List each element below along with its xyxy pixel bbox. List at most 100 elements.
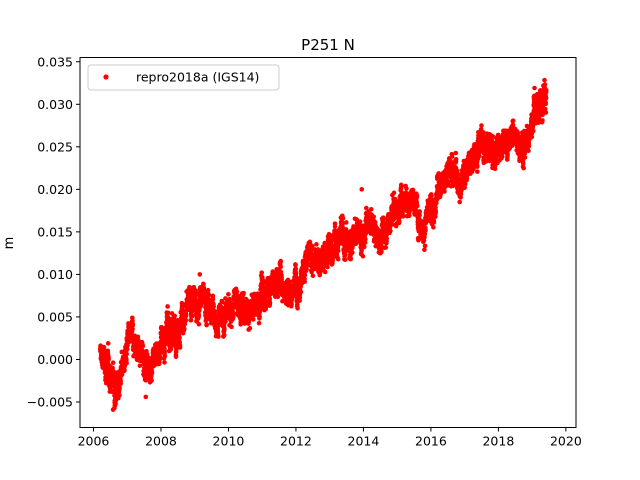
data-point [247, 325, 253, 331]
data-point [431, 220, 437, 225]
data-point [124, 357, 129, 363]
data-point [526, 143, 532, 149]
data-point [531, 128, 536, 134]
data-point [474, 164, 480, 169]
data-point [193, 293, 199, 298]
y-axis-label: m [2, 237, 17, 250]
data-point [404, 186, 409, 191]
y-tick-label: 0.035 [37, 54, 73, 69]
data-point [340, 216, 346, 221]
data-point [168, 346, 174, 352]
data-point [457, 199, 462, 205]
data-point [196, 313, 202, 318]
data-point [431, 224, 436, 230]
data-point [222, 326, 227, 332]
data-point [267, 300, 273, 306]
data-point [162, 360, 167, 365]
data-point [140, 343, 146, 349]
data-point [379, 249, 384, 255]
data-point [173, 354, 179, 360]
data-point [105, 341, 111, 346]
x-tick-label: 2010 [213, 434, 245, 449]
data-point [216, 334, 221, 339]
data-point [543, 110, 549, 115]
x-tick-label: 2020 [550, 434, 582, 449]
data-point [543, 101, 549, 107]
data-point [396, 218, 402, 224]
data-point [204, 322, 209, 327]
data-point [449, 154, 455, 159]
legend-marker [103, 74, 109, 80]
data-point [453, 150, 459, 156]
x-tick-label: 2018 [482, 434, 514, 449]
data-point [149, 378, 154, 383]
data-point [342, 257, 348, 262]
data-point [162, 353, 168, 359]
data-point [212, 309, 218, 314]
data-point [417, 209, 422, 214]
chart-title: P251 N [301, 36, 355, 54]
data-point [348, 256, 353, 262]
data-point [275, 290, 281, 296]
data-point [110, 360, 116, 366]
data-point [231, 311, 237, 317]
data-point [317, 270, 323, 275]
data-point [476, 153, 482, 159]
data-point [258, 307, 264, 313]
data-point [267, 296, 273, 301]
data-point [343, 220, 349, 225]
data-point [117, 393, 122, 398]
data-point [510, 118, 516, 124]
data-point [297, 295, 303, 300]
data-point [315, 247, 321, 252]
data-point [130, 318, 135, 323]
data-point [295, 306, 300, 311]
data-point-outlier [112, 405, 117, 411]
data-point [410, 187, 416, 193]
data-point [453, 156, 459, 162]
data-point [187, 284, 192, 290]
data-point [464, 176, 470, 182]
y-tick-label: 0.020 [37, 182, 73, 197]
data-point [520, 161, 526, 166]
data-point [103, 380, 109, 386]
data-point [124, 351, 129, 357]
data-point [278, 258, 284, 264]
data-point-outlier [197, 272, 203, 277]
data-point [190, 308, 195, 314]
data-point [223, 319, 228, 324]
data-point [522, 155, 528, 160]
data-point [110, 365, 115, 371]
y-tick-label: 0.030 [37, 97, 73, 112]
data-point [180, 303, 185, 309]
data-point [324, 261, 330, 266]
data-point [125, 346, 130, 352]
data-point [188, 317, 194, 323]
data-point [399, 183, 404, 189]
y-tick-label: 0.005 [37, 309, 73, 324]
data-point [279, 276, 284, 282]
data-point [302, 279, 307, 284]
data-point [289, 302, 294, 307]
x-tick-label: 2012 [280, 434, 312, 449]
data-point [364, 205, 369, 211]
data-point [172, 313, 177, 319]
data-point [183, 318, 189, 323]
data-point [211, 304, 216, 309]
data-point [433, 208, 439, 214]
data-point [130, 326, 135, 332]
data-point [361, 244, 367, 249]
data-point [304, 266, 309, 272]
x-tick-label: 2006 [78, 434, 110, 449]
data-point [357, 219, 363, 224]
data-point [165, 304, 170, 309]
data-point [362, 240, 368, 245]
y-axis: −0.0050.0000.0050.0100.0150.0200.0250.03… [27, 54, 80, 409]
data-point-outlier [359, 187, 365, 192]
data-point [343, 252, 348, 257]
data-point [423, 228, 428, 233]
data-point [226, 292, 231, 297]
data-point [119, 372, 125, 377]
data-point [162, 348, 168, 354]
